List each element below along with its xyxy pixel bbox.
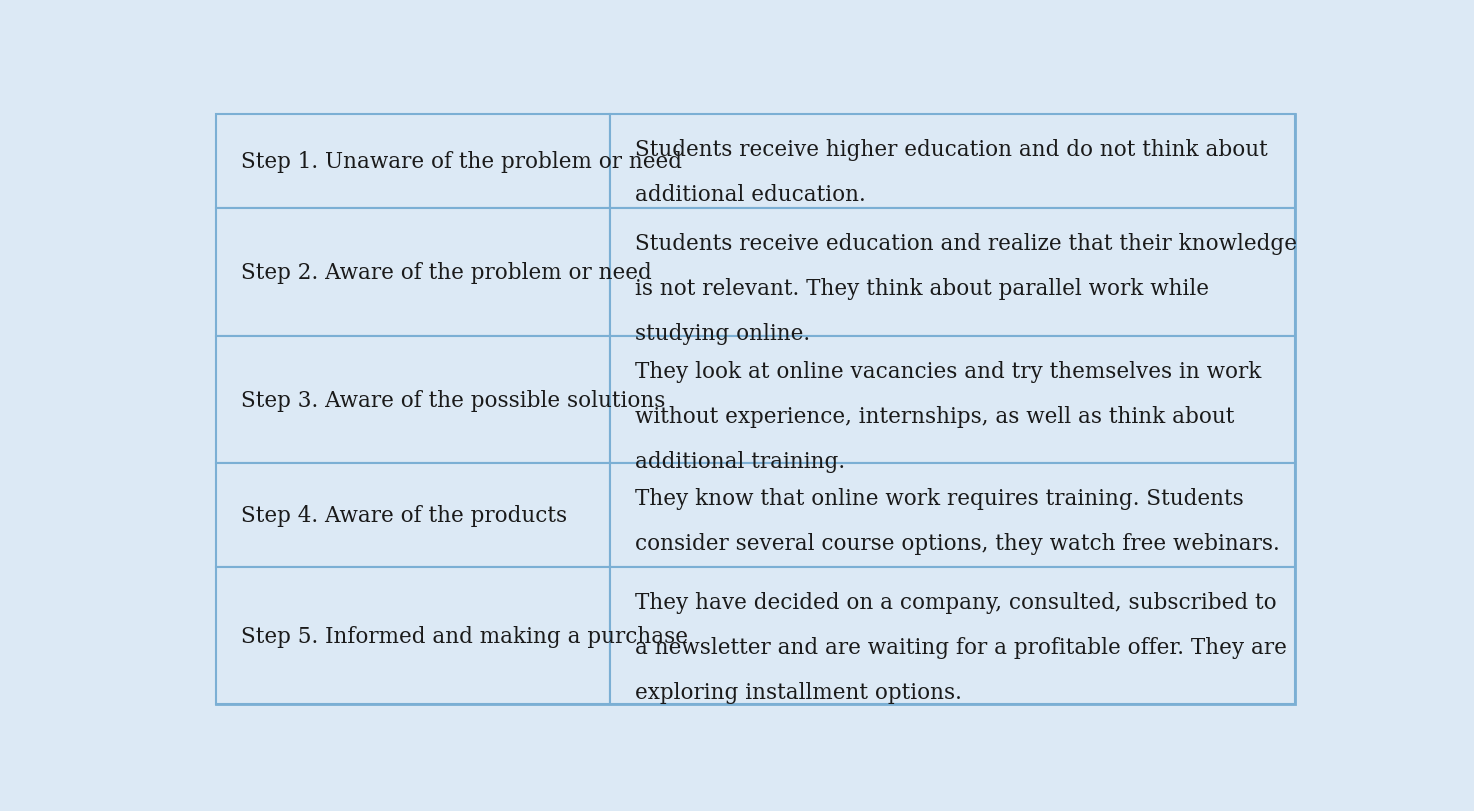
Text: Step 1. Unaware of the problem or need: Step 1. Unaware of the problem or need bbox=[242, 151, 682, 173]
Bar bbox=[610, 209, 1294, 337]
Text: Step 2. Aware of the problem or need: Step 2. Aware of the problem or need bbox=[242, 262, 652, 284]
Text: is not relevant. They think about parallel work while: is not relevant. They think about parall… bbox=[635, 278, 1209, 300]
Bar bbox=[610, 115, 1294, 209]
Text: without experience, internships, as well as think about: without experience, internships, as well… bbox=[635, 406, 1234, 427]
Text: Step 4. Aware of the products: Step 4. Aware of the products bbox=[242, 504, 567, 526]
Text: exploring installment options.: exploring installment options. bbox=[635, 681, 963, 703]
Bar bbox=[217, 568, 610, 704]
Text: studying online.: studying online. bbox=[635, 323, 811, 345]
Text: Step 3. Aware of the possible solutions: Step 3. Aware of the possible solutions bbox=[242, 389, 666, 411]
Text: additional education.: additional education. bbox=[635, 183, 865, 205]
Text: a newsletter and are waiting for a profitable offer. They are: a newsletter and are waiting for a profi… bbox=[635, 637, 1287, 659]
Bar bbox=[217, 115, 610, 209]
Text: They look at online vacancies and try themselves in work: They look at online vacancies and try th… bbox=[635, 360, 1262, 382]
Text: They have decided on a company, consulted, subscribed to: They have decided on a company, consulte… bbox=[635, 591, 1276, 613]
Text: Students receive education and realize that their knowledge: Students receive education and realize t… bbox=[635, 233, 1297, 255]
Bar bbox=[217, 464, 610, 568]
Bar bbox=[610, 568, 1294, 704]
Text: Step 5. Informed and making a purchase: Step 5. Informed and making a purchase bbox=[242, 625, 688, 647]
Text: additional training.: additional training. bbox=[635, 450, 845, 472]
Text: consider several course options, they watch free webinars.: consider several course options, they wa… bbox=[635, 533, 1279, 555]
Bar bbox=[217, 209, 610, 337]
Text: Students receive higher education and do not think about: Students receive higher education and do… bbox=[635, 139, 1268, 161]
Bar bbox=[610, 337, 1294, 464]
Bar bbox=[610, 464, 1294, 568]
Bar bbox=[217, 337, 610, 464]
Text: They know that online work requires training. Students: They know that online work requires trai… bbox=[635, 487, 1244, 509]
